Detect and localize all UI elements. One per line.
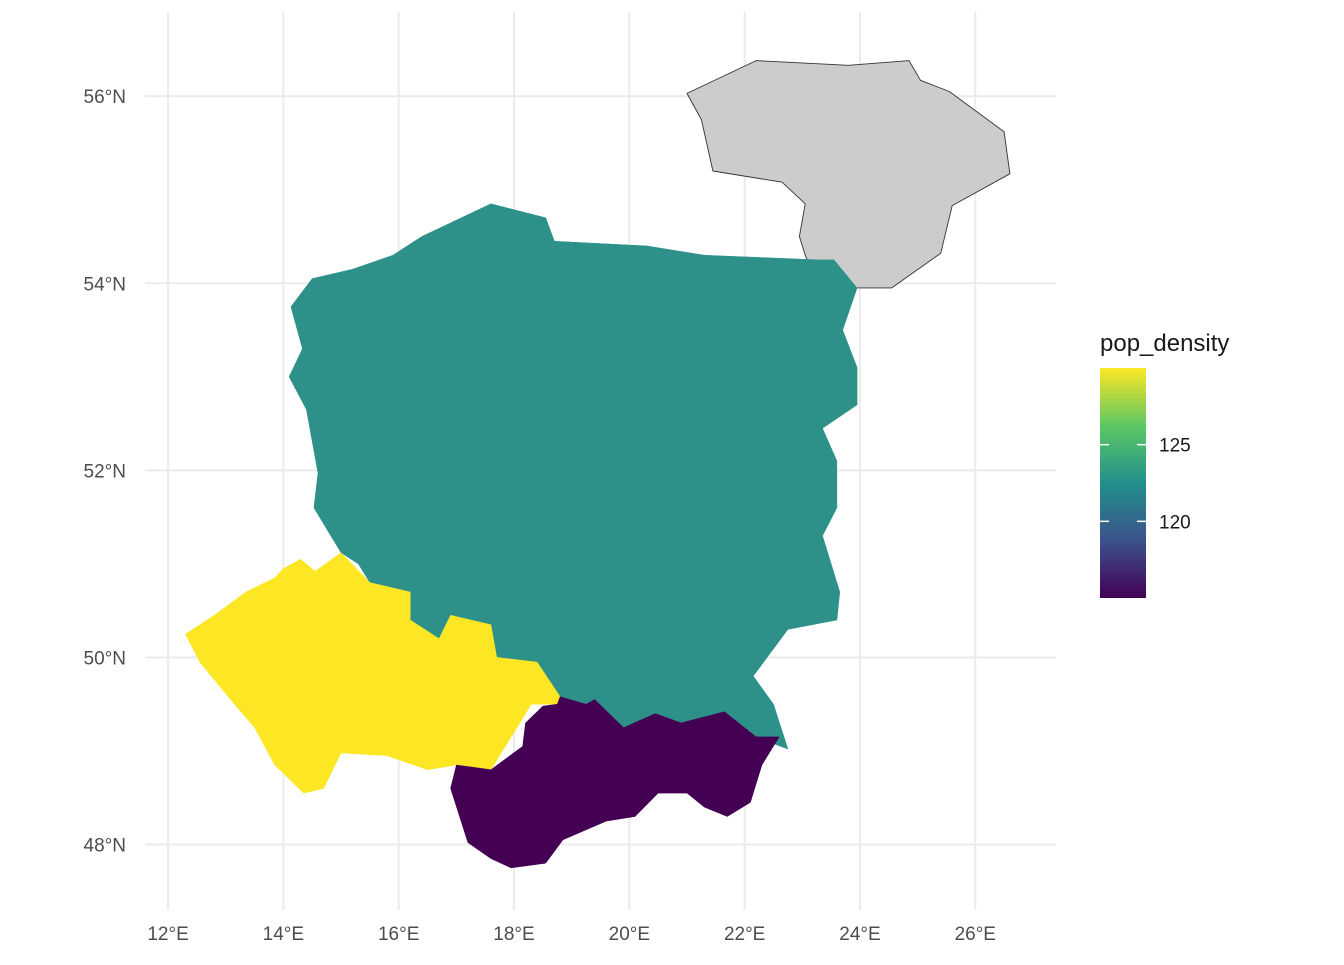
legend-colorbar xyxy=(1100,368,1146,598)
y-tick-label: 56°N xyxy=(84,87,126,108)
x-tick-label: 12°E xyxy=(147,924,188,945)
x-tick-label: 16°E xyxy=(378,924,419,945)
legend-tick-label: 120 xyxy=(1159,512,1191,533)
x-tick-label: 24°E xyxy=(839,924,880,945)
region-czechia xyxy=(185,552,561,794)
y-tick-label: 54°N xyxy=(84,274,126,295)
legend-tick-label: 125 xyxy=(1159,436,1191,457)
y-tick-label: 52°N xyxy=(84,461,126,482)
legend: pop_density 120 125 xyxy=(1100,330,1229,598)
y-tick-label: 48°N xyxy=(84,836,126,857)
region-slovakia xyxy=(450,696,780,869)
x-axis: 12°E 14°E 16°E 18°E 20°E 22°E 24°E 26°E xyxy=(147,924,996,945)
x-tick-label: 22°E xyxy=(724,924,765,945)
y-axis: 48°N 50°N 52°N 54°N 56°N xyxy=(84,87,126,856)
x-tick-label: 18°E xyxy=(493,924,534,945)
x-tick-label: 14°E xyxy=(263,924,304,945)
regions xyxy=(185,60,1011,869)
x-tick-label: 20°E xyxy=(609,924,650,945)
x-tick-label: 26°E xyxy=(955,924,996,945)
legend-ticks: 120 125 xyxy=(1100,436,1191,533)
region-lithuania xyxy=(686,60,1011,289)
y-tick-label: 50°N xyxy=(84,648,126,669)
legend-title: pop_density xyxy=(1100,330,1229,357)
